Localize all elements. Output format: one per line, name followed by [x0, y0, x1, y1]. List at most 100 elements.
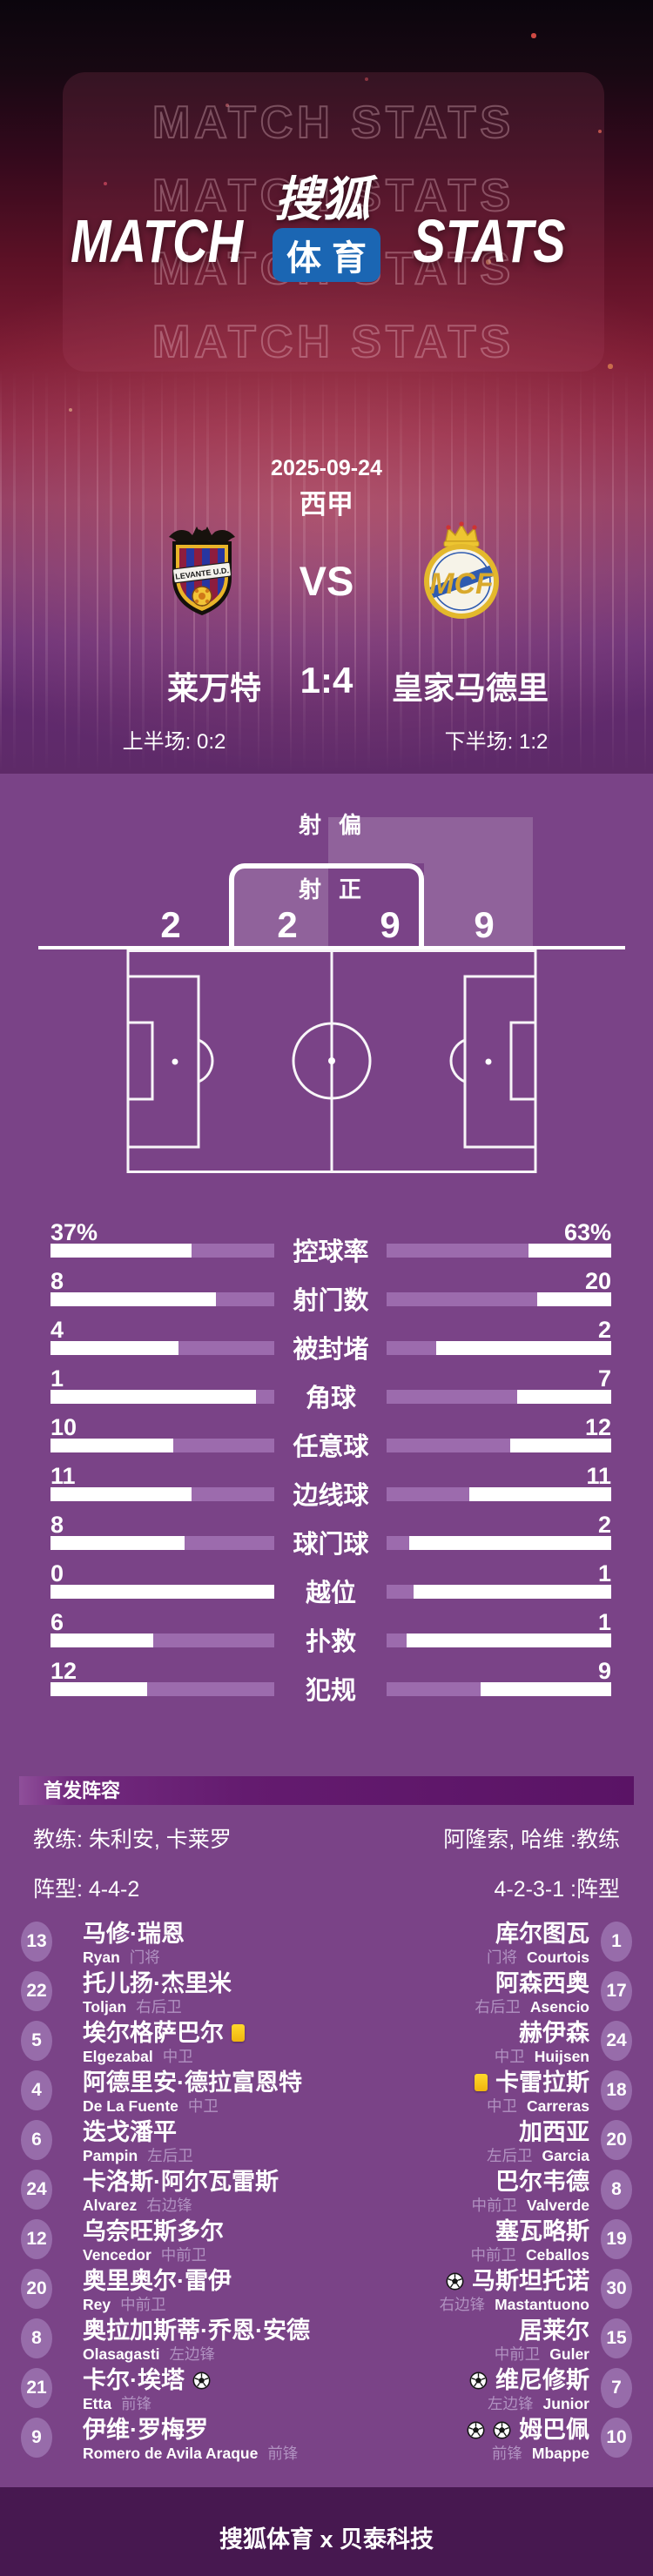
away-player-position: 右边锋 — [439, 2296, 486, 2313]
stat-home-bar — [50, 1682, 274, 1696]
home-shots-on-highlight — [234, 869, 328, 949]
away-player-number: 30 — [601, 2269, 632, 2309]
home-player-position: 中前卫 — [120, 2296, 166, 2313]
lineup-row-2: 22 托儿扬·杰里米 Toljan 右后卫 阿森西奥 右后卫 Asencio 17 — [0, 1969, 653, 2019]
first-half-score: 上半场: 0:2 — [122, 730, 226, 754]
home-player-name-cn: 埃尔格萨巴尔 — [83, 2020, 224, 2046]
stat-away-bar — [387, 1487, 611, 1501]
goal-ball-icon — [467, 2421, 485, 2438]
lineup-row-4: 4 阿德里安·德拉富恩特 De La Fuente 中卫 卡雷拉斯 中卫 Carreras 1… — [0, 2069, 653, 2118]
stat-row-越位: 0 1 越位 — [0, 1559, 653, 1607]
stat-away-value: 9 — [597, 1658, 611, 1684]
stat-label: 任意球 — [293, 1433, 369, 1461]
home-coach: 教练: 朱利安, 卡莱罗 — [33, 1828, 232, 1852]
stat-label: 被封堵 — [293, 1336, 369, 1364]
stat-away-value: 2 — [597, 1317, 611, 1343]
away-player-detail: 左后卫 Garcia — [174, 2146, 589, 2165]
stat-label: 射门数 — [293, 1287, 369, 1315]
home-player-name-en: Ryan — [83, 1949, 120, 1966]
stat-home-value: 37% — [50, 1219, 98, 1245]
away-player-name-cn: 维尼修斯 — [495, 2367, 589, 2393]
away-team-name: 皇家马德里 — [392, 670, 549, 706]
away-player-position: 中前卫 — [494, 2345, 541, 2363]
home-player-detail: Pampin 左后卫 — [83, 2146, 193, 2165]
away-player-detail: 前锋 Mbappe — [174, 2444, 589, 2463]
stat-away-value: 2 — [597, 1512, 611, 1538]
away-player-name: 赫伊森 — [174, 2019, 589, 2047]
home-player-detail: Rey 中前卫 — [83, 2295, 166, 2314]
away-player-name-cn: 卡雷拉斯 — [495, 2070, 589, 2096]
home-player-position: 门将 — [129, 1949, 160, 1966]
goal-ball-icon — [469, 2371, 488, 2389]
stat-home-bar — [50, 1633, 274, 1647]
home-player-name-cn: 卡尔·埃塔 — [83, 2367, 185, 2393]
away-player-name: 姆巴佩 — [174, 2416, 589, 2444]
home-player-name: 迭戈潘平 — [83, 2118, 177, 2146]
away-player-name-cn: 库尔图瓦 — [495, 1921, 589, 1947]
stat-home-value: 0 — [50, 1560, 64, 1587]
stat-home-bar — [50, 1536, 274, 1550]
away-player-name: 阿森西奥 — [174, 1969, 589, 1997]
away-player-name-cn: 赫伊森 — [519, 2020, 589, 2046]
home-player-detail: Olasagasti 左边锋 — [83, 2345, 215, 2364]
stat-row-扑救: 6 1 扑救 — [0, 1607, 653, 1656]
away-player-detail: 中前卫 Ceballos — [174, 2245, 589, 2264]
away-player-number: 24 — [601, 2021, 632, 2061]
stat-away-bar — [387, 1292, 611, 1306]
stadium-light-streaks — [0, 366, 653, 775]
lineup-row-8: 20 奥里奥尔·雷伊 Rey 中前卫 马斯坦托诺 右边锋 Mastantuono 30 — [0, 2267, 653, 2317]
home-player-name: 奥里奥尔·雷伊 — [83, 2267, 232, 2295]
home-player-name-en: Toljan — [83, 1998, 127, 2016]
stat-away-bar — [387, 1390, 611, 1404]
away-player-name: 卡雷拉斯 — [174, 2069, 589, 2096]
home-player-name-en: Alvarez — [83, 2197, 138, 2214]
stat-home-value: 4 — [50, 1317, 64, 1343]
lineup-row-1: 13 马修·瑞恩 Ryan 门将 库尔图瓦 门将 Courtois 1 — [0, 1920, 653, 1969]
away-player-position: 门将 — [487, 1949, 518, 1966]
home-player-name: 卡尔·埃塔 — [83, 2366, 211, 2394]
stat-row-边线球: 11 11 边线球 — [0, 1461, 653, 1510]
home-player-name: 伊维·罗梅罗 — [83, 2416, 208, 2444]
stat-away-bar — [387, 1536, 611, 1550]
away-player-name-cn: 巴尔韦德 — [495, 2169, 589, 2195]
away-coach: 阿隆索, 哈维 :教练 — [443, 1828, 620, 1852]
home-player-number: 4 — [21, 2070, 52, 2110]
stat-away-value: 11 — [586, 1463, 611, 1489]
away-player-name-cn: 阿森西奥 — [495, 1970, 589, 1996]
home-player-name: 卡洛斯·阿尔瓦雷斯 — [83, 2168, 279, 2196]
home-player-number: 6 — [21, 2120, 52, 2160]
stat-away-bar — [387, 1682, 611, 1696]
away-player-name-cn: 姆巴佩 — [519, 2417, 589, 2443]
watermark-text-row-4: MATCH STATS — [151, 316, 515, 368]
home-player-name-cn: 奥里奥尔·雷伊 — [83, 2268, 232, 2294]
stat-row-球门球: 8 2 球门球 — [0, 1510, 653, 1559]
home-player-name-en: Olasagasti — [83, 2345, 160, 2363]
away-player-detail: 门将 Courtois — [174, 1948, 589, 1967]
home-player-name-en: Elgezabal — [83, 2048, 153, 2065]
away-player-position: 左后卫 — [487, 2147, 533, 2164]
title-match: MATCH — [71, 207, 244, 275]
away-player-detail: 中卫 Carreras — [174, 2096, 589, 2116]
home-player-name-en: Rey — [83, 2296, 111, 2313]
away-player-detail: 左边锋 Junior — [174, 2394, 589, 2413]
vs-label: VS — [299, 558, 354, 604]
away-player-detail: 中前卫 Valverde — [174, 2196, 590, 2215]
second-half-score: 下半场: 1:2 — [444, 730, 549, 754]
stat-home-value: 10 — [50, 1414, 77, 1440]
away-player-number: 19 — [601, 2219, 632, 2259]
home-player-name: 奥拉加斯蒂·乔恩·安德 — [83, 2317, 310, 2345]
team-stats-comparison: 37% 63% 控球率 8 20 射门数 4 2 被封堵 1 7 角球 10 12 任意球 11 11 边线球 8 2… — [0, 1218, 653, 1705]
away-shots-off-highlight — [328, 817, 533, 863]
home-shots-off-value: 2 — [160, 904, 181, 945]
footer-brand-text: 搜狐体育 x 贝泰科技 — [219, 2526, 434, 2553]
away-player-name-en: Courtois — [527, 1949, 589, 1966]
home-player-name: 托儿扬·杰里米 — [83, 1969, 232, 1997]
stat-home-value: 12 — [50, 1658, 77, 1684]
stat-away-bar — [387, 1244, 611, 1258]
home-player-number: 24 — [21, 2170, 52, 2210]
home-player-detail: Elgezabal 中卫 — [83, 2047, 193, 2066]
home-player-position: 中卫 — [187, 2097, 219, 2115]
home-player-name: 马修·瑞恩 — [83, 1920, 185, 1948]
stat-row-射门数: 8 20 射门数 — [0, 1266, 653, 1315]
